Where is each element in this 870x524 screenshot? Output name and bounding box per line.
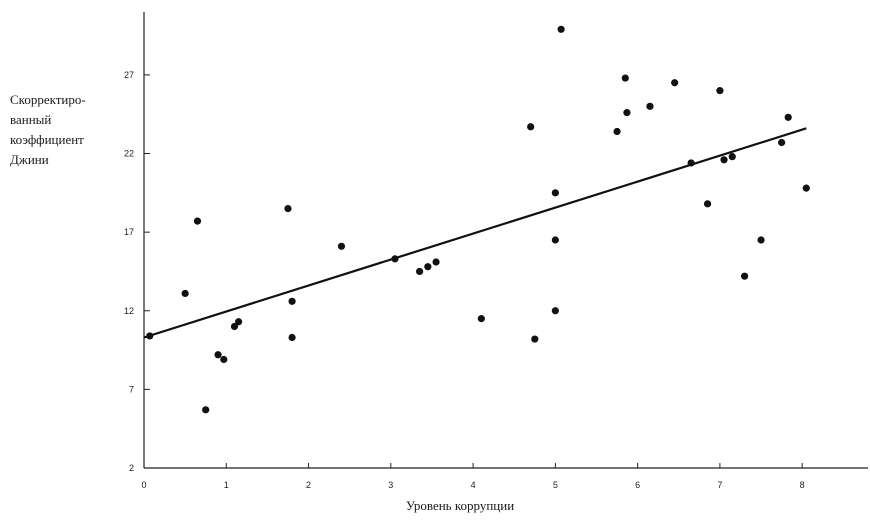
- data-point: [146, 332, 154, 340]
- data-point: [424, 263, 432, 271]
- data-point: [728, 153, 736, 161]
- y-tick-label: 12: [124, 306, 134, 316]
- data-point: [220, 355, 228, 364]
- data-point: [230, 322, 239, 331]
- x-tick-label: 3: [388, 480, 393, 490]
- data-point: [551, 236, 559, 244]
- data-point: [613, 127, 621, 136]
- trend-line: [143, 127, 807, 339]
- data-point: [802, 184, 810, 192]
- data-point: [646, 102, 654, 110]
- data-point: [288, 333, 296, 342]
- x-tick-label: 5: [553, 480, 558, 490]
- data-point: [687, 159, 695, 167]
- x-tick-label: 1: [224, 480, 229, 490]
- y-tick-label: 2: [129, 463, 134, 473]
- y-tick-label: 22: [124, 149, 134, 159]
- data-point: [527, 123, 535, 131]
- data-point: [720, 156, 728, 164]
- data-point: [740, 272, 749, 280]
- data-point: [757, 236, 765, 244]
- data-point: [193, 217, 202, 225]
- data-point: [557, 25, 565, 33]
- data-point: [181, 289, 189, 298]
- data-point: [671, 79, 679, 87]
- data-point: [621, 74, 629, 82]
- data-point: [202, 406, 210, 414]
- y-axis-label: Скорректиро- ванный коэффициент Джини: [10, 92, 86, 167]
- x-tick-label: 2: [306, 480, 311, 490]
- data-point: [416, 267, 424, 276]
- data-point: [432, 258, 440, 266]
- data-point: [551, 307, 559, 315]
- x-tick-label: 0: [141, 480, 146, 490]
- data-point: [391, 255, 399, 263]
- x-tick-label: 4: [471, 480, 476, 490]
- y-tick-label: 17: [124, 227, 134, 237]
- data-point: [235, 318, 243, 326]
- data-point: [623, 109, 631, 117]
- data-point: [531, 335, 539, 343]
- x-tick-label: 8: [800, 480, 805, 490]
- data-point: [284, 204, 292, 213]
- y-tick-label: 7: [129, 384, 134, 394]
- data-point: [778, 138, 786, 147]
- data-point: [716, 87, 724, 95]
- data-point: [784, 113, 792, 121]
- x-axis-label: Уровень коррупции: [405, 498, 515, 513]
- data-point: [703, 200, 712, 208]
- x-tick-label: 7: [717, 480, 722, 490]
- data-point: [477, 315, 485, 323]
- data-point: [337, 242, 346, 250]
- y-tick-label: 27: [124, 70, 134, 80]
- data-point: [551, 189, 559, 197]
- x-tick-label: 6: [635, 480, 640, 490]
- data-point: [214, 351, 222, 359]
- data-point: [288, 297, 296, 305]
